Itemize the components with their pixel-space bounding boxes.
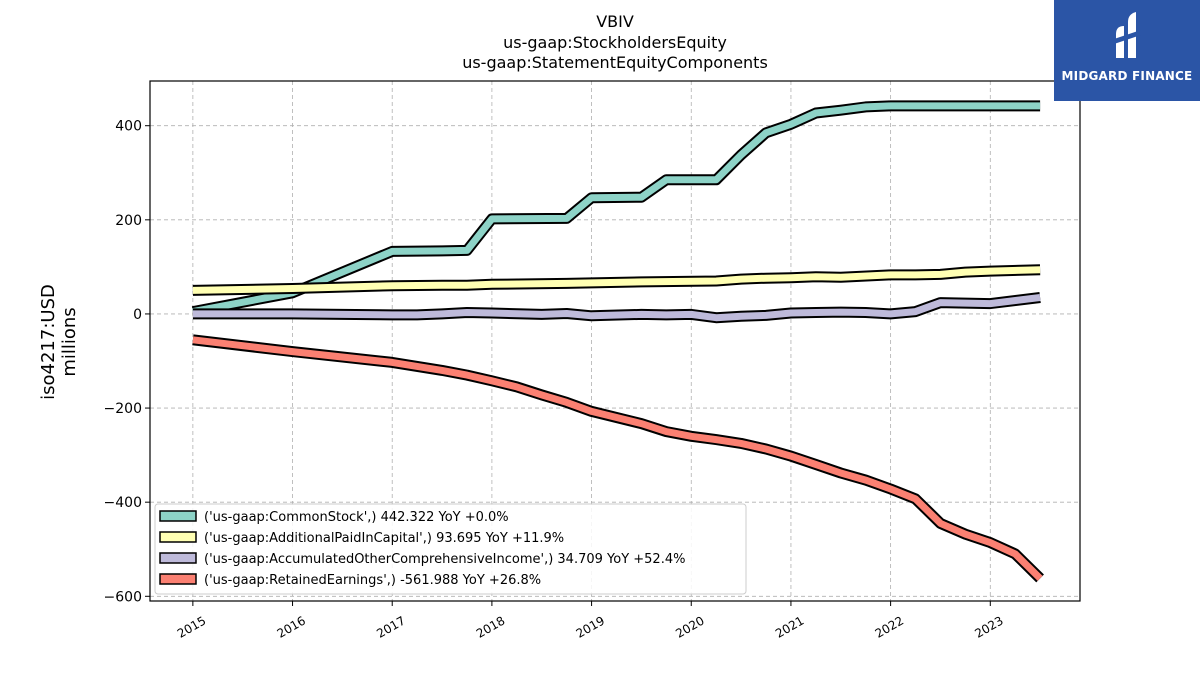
plot-frame [149,80,1081,602]
x-tick-label-2: 2017 [374,613,407,640]
chart-title: VBIV us-gaap:StockholdersEquity us-gaap:… [462,12,768,72]
series-1 [192,264,1041,296]
x-tick-label-3: 2018 [474,613,507,640]
series-layer [191,100,1044,583]
series-3 [192,334,1044,583]
series-line-2 [192,294,1041,322]
legend-label-1: ('us-gaap:AdditionalPaidInCapital',) 93.… [204,531,564,546]
y-axis-label-line-1: iso4217:USD [38,284,59,400]
legend-swatch-1 [159,531,197,543]
y-axis-label: iso4217:USD millions [38,284,80,400]
legend-swatch-3 [159,573,197,585]
grid-lines [150,81,1080,601]
legend-swatch-0 [159,510,197,522]
series-line-3 [192,336,1043,581]
series-0 [191,100,1041,318]
y-tick-label-2: 0 [133,307,142,323]
brand-logo-icon [1111,12,1141,58]
brand-name: MIDGARD FINANCE [1061,69,1193,83]
y-tick-label-3: −200 [104,401,142,417]
legend-label-0: ('us-gaap:CommonStock',) 442.322 YoY +0.… [204,510,509,525]
y-tick-label-5: −600 [104,589,142,605]
chart-title-line-3: us-gaap:StatementEquityComponents [462,53,768,72]
y-tick-label-4: −400 [104,495,142,511]
series-line-0 [192,102,1041,316]
x-tick-label-4: 2019 [574,613,607,640]
brand-logo: MIDGARD FINANCE [1054,0,1200,101]
chart-title-line-1: VBIV [596,12,634,31]
y-axis: 400 200 0 −200 −400 −600 [104,119,150,605]
legend-label-3: ('us-gaap:RetainedEarnings',) -561.988 Y… [204,573,541,588]
x-tick-label-0: 2015 [175,613,208,640]
x-tick-label-5: 2020 [673,613,706,640]
x-tick-label-8: 2023 [972,613,1005,640]
legend-swatch-2 [159,552,197,564]
x-tick-label-7: 2022 [873,613,906,640]
series-line-1 [192,266,1041,294]
legend-box [154,503,747,595]
x-axis: 2015 2016 2017 2018 2019 2020 2021 2022 2023 [175,601,1006,641]
y-tick-label-1: 200 [115,213,142,229]
legend-label-2: ('us-gaap:AccumulatedOtherComprehensiveI… [204,552,685,567]
legend: ('us-gaap:CommonStock',) 442.322 YoY +0.… [154,503,747,595]
x-tick-label-1: 2016 [275,613,308,640]
y-tick-label-0: 400 [115,119,142,135]
x-tick-label-6: 2021 [773,613,806,640]
series-2 [192,292,1041,324]
chart-title-line-2: us-gaap:StockholdersEquity [503,33,727,52]
y-axis-label-line-2: millions [59,307,80,376]
